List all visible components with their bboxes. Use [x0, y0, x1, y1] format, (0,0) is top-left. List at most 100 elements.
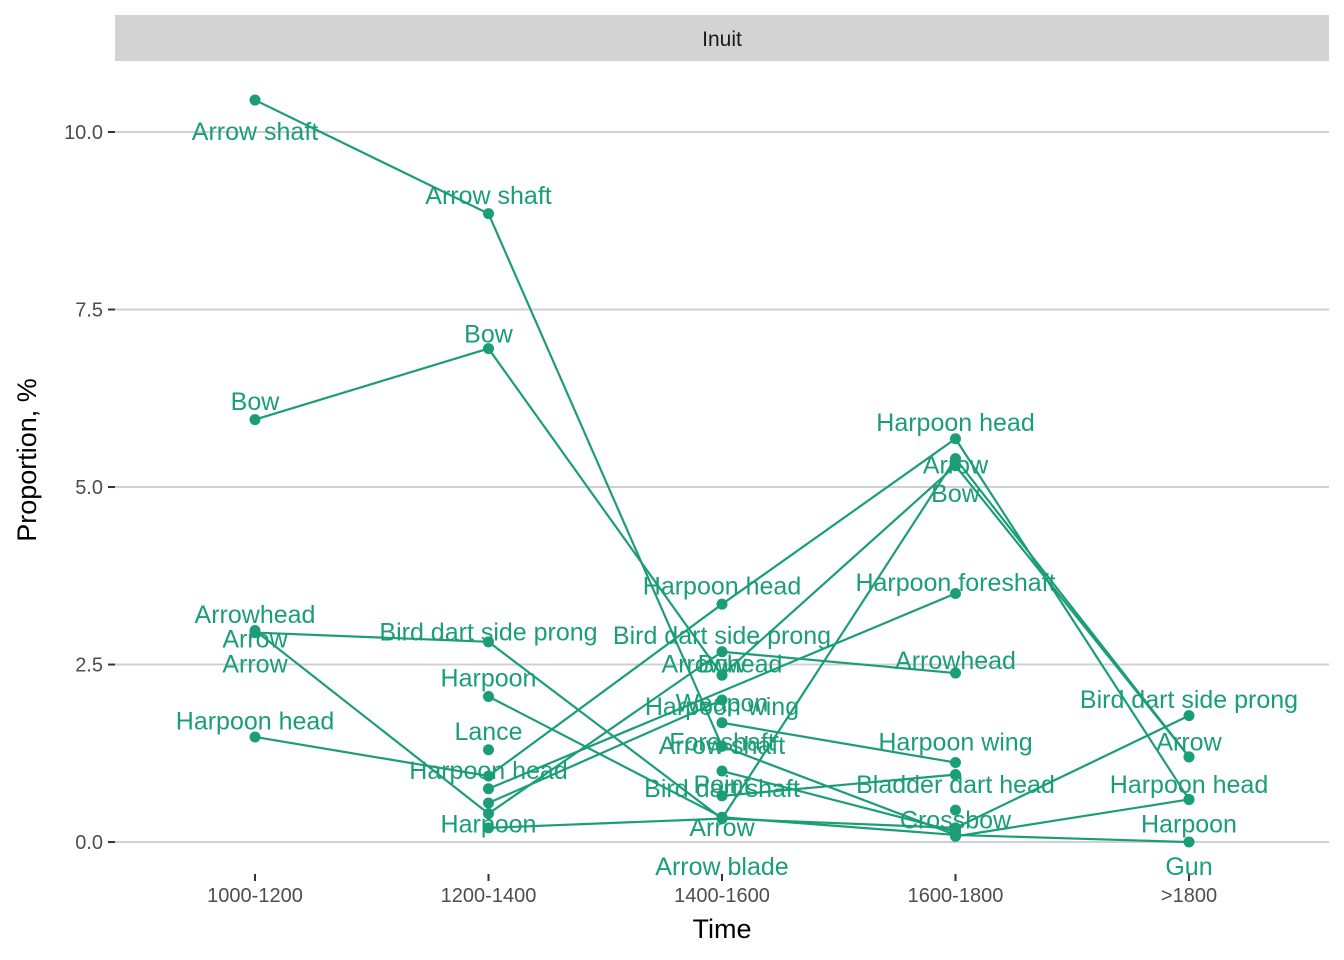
data-point-foreshaft [716, 740, 728, 752]
data-point-harpoon-head [716, 598, 728, 610]
gridlines [115, 131, 1329, 844]
point-label: Bird dart side prong [1080, 686, 1298, 714]
point-label: Arrow [1156, 729, 1222, 757]
data-point-harpoon [1183, 836, 1195, 848]
data-point-arrowhead [483, 808, 494, 820]
point-label: Point [694, 771, 751, 799]
point-label: Harpoon head [1110, 771, 1268, 799]
data-point-arrow-blade [716, 813, 728, 825]
point-label: Foreshaft [669, 729, 775, 757]
point-label: Arrow [923, 452, 989, 480]
point-label: Lance [454, 718, 522, 746]
data-point-arrowhead [950, 667, 961, 679]
point-label: Arrow [222, 626, 288, 654]
x-axis: 1000-1200 1200-1400 1400-1600 1600-1800 >180… [207, 874, 1217, 907]
x-tick-label: 1200-1400 [441, 885, 537, 907]
data-point-bladder-dart-head [950, 769, 961, 781]
data-point-harpoon-wing [716, 717, 728, 729]
point-label: Harpoon foreshaft [855, 569, 1055, 597]
data-point-bird-dart-shaft [716, 790, 728, 802]
y-tick-label: 0.0 [75, 832, 103, 854]
point-label: Gun [1165, 853, 1212, 881]
series-line-arrowhead [254, 629, 956, 816]
point-label: Harpoon head [176, 707, 334, 735]
y-tick-label: 10.0 [64, 122, 103, 144]
data-point-arrow [950, 453, 961, 465]
y-tick-label: 5.0 [75, 477, 103, 499]
y-axis-title: Proportion, % [12, 378, 42, 542]
point-label: Harpoon head [643, 572, 801, 600]
data-point-harpoon-head [950, 433, 961, 445]
point-label: Bird dart side prong [613, 622, 831, 650]
series-line-gun [955, 798, 1190, 838]
point-label: Crossbow [900, 807, 1012, 835]
point-label: Arrow [222, 651, 288, 679]
data-point-arrow [483, 636, 494, 648]
point-label: Harpoon wing [878, 729, 1032, 757]
data-point-bird-dart-side-prong [483, 822, 494, 834]
point-label: Bow [231, 388, 281, 416]
data-point-bow [716, 669, 728, 681]
series-lines [254, 99, 1190, 844]
series-line-bird-dart-side-prong [488, 714, 1190, 829]
data-point-harpoon-foreshaft [483, 783, 494, 795]
series-line-arrow-shaft [254, 99, 956, 836]
y-tick-label: 7.5 [75, 300, 103, 322]
point-label: Arrow [689, 814, 755, 842]
data-points [249, 94, 1195, 848]
data-point-arrow-shaft [483, 208, 494, 220]
x-tick-label: 1000-1200 [207, 885, 303, 907]
point-label: Bow [464, 320, 514, 348]
data-point-harpoon [483, 690, 494, 702]
point-label: Harpoon wing [645, 693, 799, 721]
data-point-bird-dart-side-prong [1183, 710, 1195, 722]
point-label: Bow [698, 651, 748, 679]
point-label: Arrow blade [655, 853, 788, 881]
data-point-arrow-shaft [249, 94, 261, 106]
series-line-point [721, 769, 956, 833]
data-point-harpoon-foreshaft [950, 588, 961, 600]
point-label: Harpoon [441, 810, 537, 838]
data-point-bow [249, 414, 261, 426]
data-point-harpoon-head [483, 770, 494, 782]
point-label: Bird dart side prong [379, 619, 597, 647]
data-point-point [716, 765, 728, 777]
series-line-weapon [488, 699, 723, 805]
series-line-harpoon [487, 695, 1190, 844]
point-label: Arrowhead [895, 647, 1016, 675]
data-point-lance [483, 744, 494, 756]
point-label: Arrow shaft [192, 118, 318, 146]
data-point-arrowhead [716, 646, 728, 658]
point-label: Harpoon head [876, 409, 1034, 437]
point-label: Harpoon [1141, 810, 1237, 838]
data-point-arrow [1183, 751, 1195, 763]
y-tick-label: 2.5 [75, 655, 103, 677]
data-point-weapon [716, 694, 728, 706]
facet-strip: Inuit [115, 15, 1329, 61]
point-label: Weapon [676, 690, 769, 718]
data-point-weapon [483, 797, 494, 809]
point-label: Bird dart shaft [644, 775, 800, 803]
point-label: Arrowhead [195, 601, 316, 629]
point-label: Harpoon head [409, 757, 567, 785]
point-label: Harpoon [441, 665, 537, 693]
point-label: Arrow shaft [425, 182, 551, 210]
y-axis: 0.0 2.5 5.0 7.5 10.0 [64, 122, 115, 854]
x-tick-label: 1600-1800 [908, 885, 1004, 907]
facet-strip-label: Inuit [702, 28, 742, 51]
point-label: Bow [931, 480, 981, 508]
data-point-harpoon-wing [950, 757, 961, 769]
point-label: Arrowhead [662, 651, 783, 679]
series-line-harpoon-foreshaft [488, 592, 956, 790]
data-point-bow [483, 343, 494, 355]
facet-strip-background [115, 15, 1329, 61]
series-line-harpoon-wing [721, 721, 956, 764]
data-point-harpoon-head [249, 731, 261, 743]
x-axis-title: Time [693, 914, 752, 944]
x-tick-label: >1800 [1161, 885, 1217, 907]
data-point-gun [1183, 793, 1195, 805]
data-point-crossbow [950, 804, 961, 816]
data-point-arrow [249, 627, 261, 639]
